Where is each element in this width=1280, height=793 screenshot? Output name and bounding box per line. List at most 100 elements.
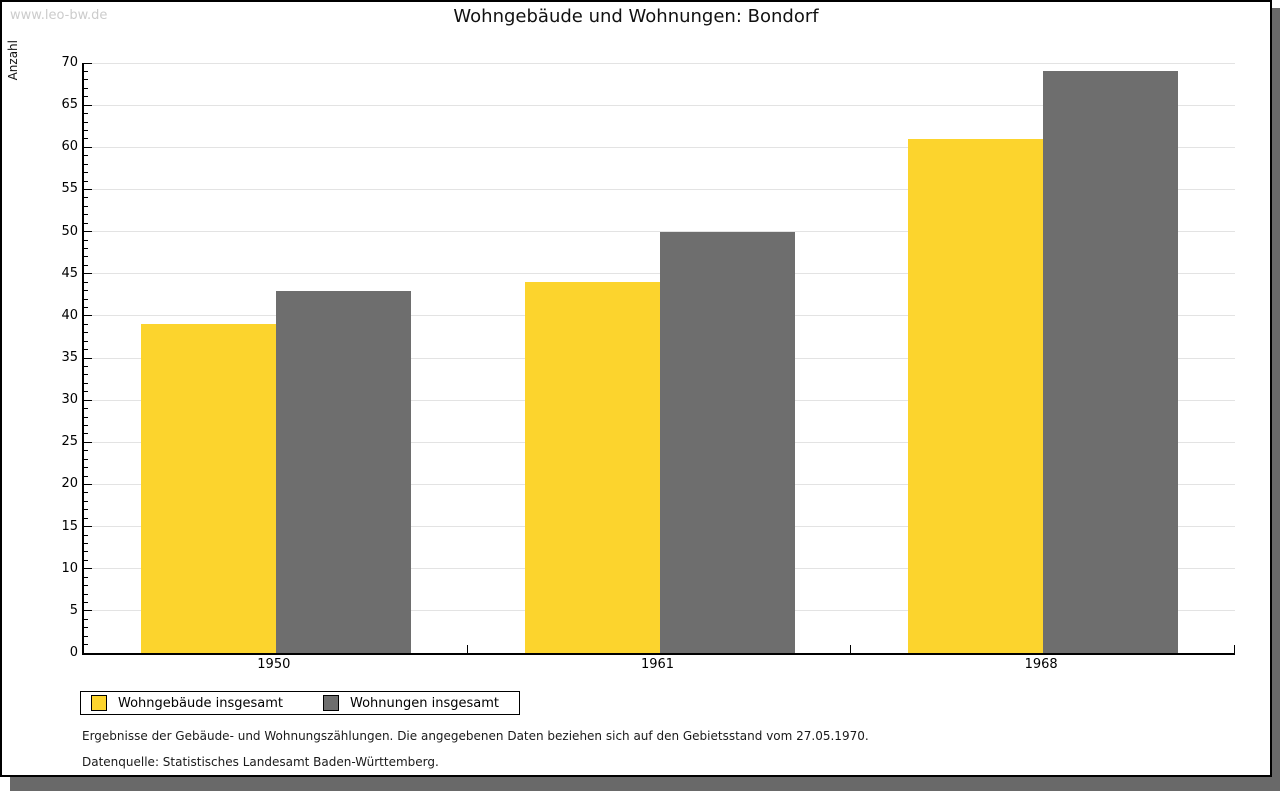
page-frame: www.leo-bw.de Wohngebäude und Wohnungen:… (0, 0, 1272, 777)
bar-1950-series-0 (140, 324, 276, 653)
legend-label-wohnungen: Wohnungen insgesamt (350, 695, 499, 711)
y-axis-tick-68 (84, 79, 88, 81)
y-axis-tick-57 (84, 172, 88, 174)
y-axis-tick-label-45: 45 (61, 265, 78, 281)
y-axis-tick-label-65: 65 (61, 97, 78, 113)
y-axis-tick-23 (84, 458, 88, 460)
y-axis-tick-label-40: 40 (61, 307, 78, 323)
y-axis-tick-28 (84, 416, 88, 418)
legend-entry-wohngebaeude: Wohngebäude insgesamt (91, 695, 289, 711)
y-axis-tick-18 (84, 500, 88, 502)
bar-1968-series-1 (1043, 71, 1179, 653)
x-axis-boundary-tick-1 (466, 645, 468, 653)
y-axis-tick-label-70: 70 (61, 55, 78, 70)
y-axis-tick-24 (84, 450, 88, 452)
y-axis-tick-69 (84, 70, 88, 72)
page-shadow-bottom (10, 777, 1280, 791)
y-axis-tick-46 (84, 264, 88, 266)
y-axis-tick-65 (84, 104, 92, 106)
plot-area (82, 62, 1235, 655)
legend-label-wohngebaeude: Wohngebäude insgesamt (118, 695, 283, 711)
y-axis-labels: 0 5 10 15 20 25 30 35 40 45 50 55 60 65 70 (40, 2, 78, 793)
y-axis-tick-label-25: 25 (61, 434, 78, 450)
y-axis-tick-19 (84, 492, 88, 494)
y-axis-tick-3 (84, 627, 88, 629)
y-axis-tick-16 (84, 517, 88, 519)
x-axis-boundary-tick-2 (850, 645, 852, 653)
y-axis-tick-32 (84, 382, 88, 384)
y-axis-tick-21 (84, 475, 88, 477)
y-axis-tick-49 (84, 239, 88, 241)
chart-title: Wohngebäude und Wohnungen: Bondorf (453, 6, 819, 27)
y-axis-tick-8 (84, 585, 88, 587)
y-axis-tick-14 (84, 534, 88, 536)
y-axis-tick-45 (84, 273, 92, 275)
y-axis-tick-7 (84, 593, 88, 595)
y-axis-tick-35 (84, 357, 92, 359)
y-axis-tick-40 (84, 315, 92, 317)
y-axis-tick-30 (84, 399, 92, 401)
y-axis-tick-4 (84, 618, 88, 620)
y-axis-tick-label-0: 0 (69, 645, 78, 660)
y-axis-tick-20 (84, 483, 92, 485)
y-axis-tick-label-5: 5 (69, 602, 78, 618)
y-axis-tick-25 (84, 441, 92, 443)
y-axis-tick-27 (84, 424, 88, 426)
y-axis-tick-37 (84, 340, 88, 342)
y-axis-tick-label-10: 10 (61, 560, 78, 576)
y-axis-tick-66 (84, 96, 88, 98)
y-axis-tick-60 (84, 146, 92, 148)
y-axis-tick-36 (84, 349, 88, 351)
y-axis-tick-29 (84, 408, 88, 410)
x-axis-tick-label-1950: 1950 (257, 657, 291, 672)
bar-1968-series-0 (908, 138, 1044, 653)
y-axis-tick-label-20: 20 (61, 476, 78, 492)
y-axis-tick-52 (84, 214, 88, 216)
y-axis-tick-43 (84, 290, 88, 292)
y-axis-tick-label-60: 60 (61, 139, 78, 155)
gridline-70 (84, 62, 1235, 64)
y-axis-tick-9 (84, 576, 88, 578)
page-shadow-right (1272, 8, 1280, 791)
bar-1950-series-1 (275, 290, 411, 653)
bar-1961-series-1 (659, 231, 795, 653)
legend-swatch-wohnungen (323, 695, 339, 711)
y-axis-tick-5 (84, 610, 92, 612)
y-axis-tick-2 (84, 635, 88, 637)
y-axis-tick-13 (84, 542, 88, 544)
y-axis-tick-label-50: 50 (61, 223, 78, 239)
y-axis-tick-48 (84, 247, 88, 249)
y-axis-tick-11 (84, 559, 88, 561)
y-axis-tick-53 (84, 205, 88, 207)
y-axis-tick-10 (84, 568, 92, 570)
y-axis-tick-64 (84, 113, 88, 115)
y-axis-tick-22 (84, 467, 88, 469)
y-axis-tick-label-35: 35 (61, 350, 78, 365)
footnote-datenquelle: Datenquelle: Statistisches Landesamt Bad… (82, 755, 439, 769)
gridline-65 (84, 104, 1235, 106)
footnote-gebietsstand: Ergebnisse der Gebäude- und Wohnungszähl… (82, 729, 869, 743)
y-axis-tick-58 (84, 163, 88, 165)
y-axis-tick-50 (84, 231, 92, 233)
y-axis-tick-17 (84, 509, 88, 511)
gridline-55 (84, 188, 1235, 190)
y-axis-tick-44 (84, 281, 88, 283)
legend-entry-wohnungen: Wohnungen insgesamt (323, 695, 505, 711)
y-axis-tick-39 (84, 323, 88, 325)
y-axis-tick-70 (84, 62, 92, 64)
y-axis-tick-38 (84, 332, 88, 334)
y-axis-tick-56 (84, 180, 88, 182)
y-axis-tick-42 (84, 298, 88, 300)
x-axis-tick-label-1961: 1961 (640, 657, 675, 672)
y-axis-tick-31 (84, 391, 88, 393)
y-axis-tick-1 (84, 644, 88, 646)
watermark: www.leo-bw.de (10, 8, 108, 23)
y-axis-tick-label-55: 55 (61, 181, 78, 197)
y-axis-tick-61 (84, 138, 88, 140)
y-axis-tick-6 (84, 601, 88, 603)
x-axis-tick-label-1968: 1968 (1024, 657, 1058, 672)
y-axis-tick-label-30: 30 (61, 392, 78, 408)
y-axis-tick-55 (84, 188, 92, 190)
y-axis-tick-67 (84, 87, 88, 89)
